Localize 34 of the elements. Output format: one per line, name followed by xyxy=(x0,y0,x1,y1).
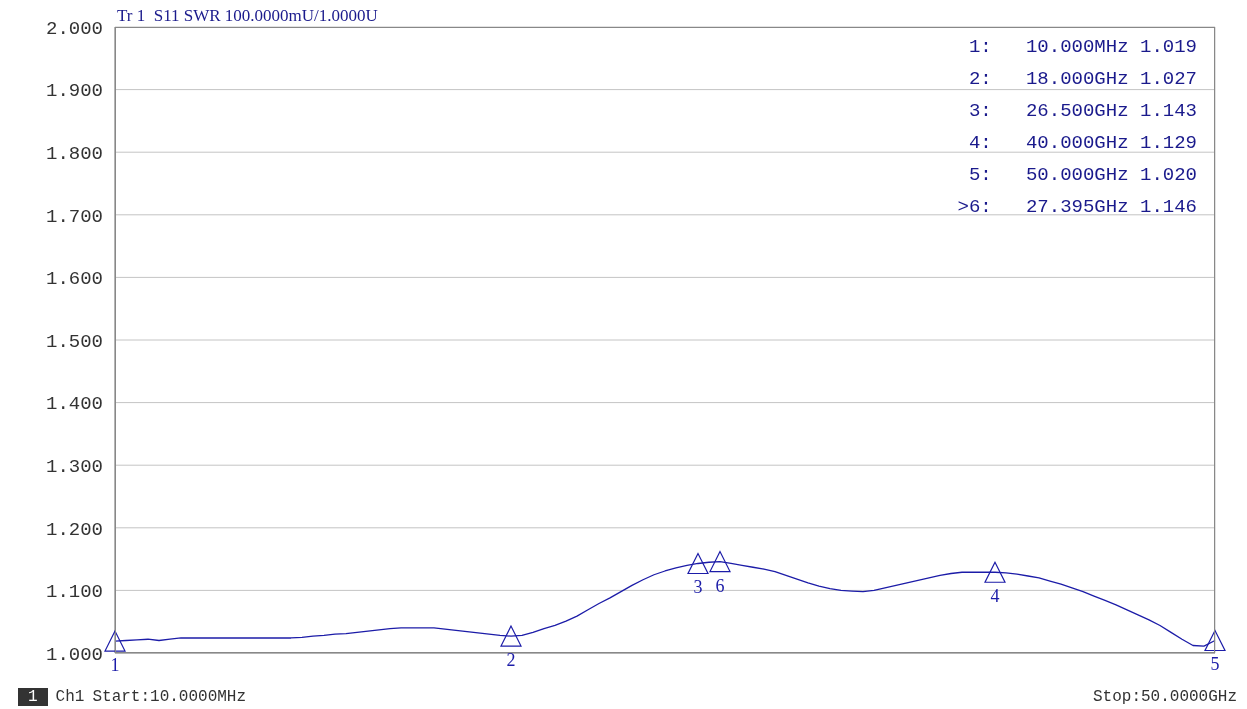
point xyxy=(984,561,1006,583)
annotation: 4 xyxy=(990,586,1000,607)
y-tick-label: 1.100 xyxy=(45,581,103,604)
point xyxy=(500,625,522,647)
annotation: 3 xyxy=(693,577,703,598)
text: 1 xyxy=(110,655,120,676)
text: Stop:50.0000GHz xyxy=(1092,688,1237,706)
text: 5 xyxy=(1210,654,1220,675)
y-tick-label: 1.900 xyxy=(45,80,103,103)
point xyxy=(1204,629,1226,652)
y-tick-label: 1.200 xyxy=(45,518,103,541)
annotation: 4: 40.000GHz 1.129 xyxy=(967,131,1197,156)
text: Start:10.0000MHz xyxy=(92,688,247,706)
text: Ch1 xyxy=(55,688,85,706)
point xyxy=(687,552,709,575)
y-tick-label: 1.500 xyxy=(45,330,103,353)
chart-title: Tr 1 S11 SWR 100.0000mU/1.0000U xyxy=(117,6,378,26)
annotation: 2: 18.000GHz 1.027 xyxy=(967,67,1197,92)
annotation: 5: 50.000GHz 1.020 xyxy=(967,163,1197,188)
annotation: 2 xyxy=(506,650,516,671)
y-tick-label: 1.400 xyxy=(45,393,103,416)
text: 1 xyxy=(18,688,48,706)
y-tick-label: 1.000 xyxy=(45,643,103,666)
point xyxy=(104,630,126,652)
point xyxy=(709,551,731,573)
y-tick-label: 2.000 xyxy=(45,17,103,40)
annotation: >6: 27.395GHz 1.146 xyxy=(957,195,1197,220)
annotation: 6 xyxy=(715,575,725,596)
y-tick-label: 1.800 xyxy=(45,142,103,165)
annotation: 3: 26.500GHz 1.143 xyxy=(967,99,1197,124)
annotation: 1: 10.000MHz 1.019 xyxy=(967,35,1197,60)
y-tick-label: 1.600 xyxy=(45,268,103,291)
y-tick-label: 1.700 xyxy=(45,205,103,228)
y-tick-label: 1.300 xyxy=(45,455,103,478)
